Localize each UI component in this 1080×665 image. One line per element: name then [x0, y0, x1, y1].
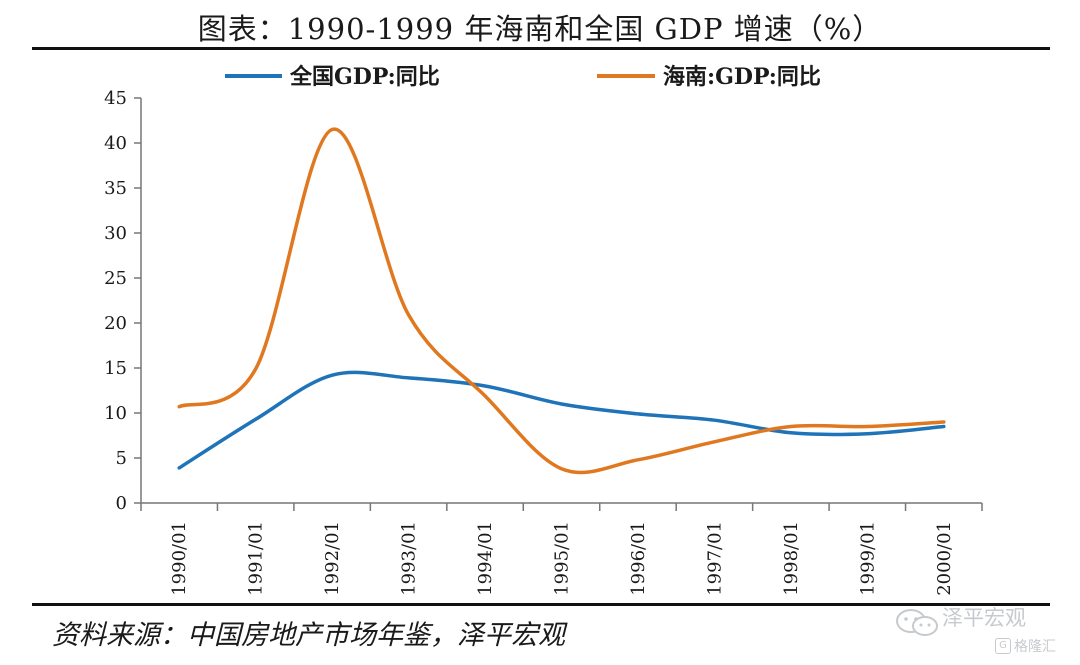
x-tick-label: 1998/01	[781, 521, 802, 596]
y-tick-label: 35	[104, 178, 127, 199]
x-tick-label: 1996/01	[628, 521, 649, 596]
source-note: 资料来源：中国房地产市场年鉴，泽平宏观	[52, 620, 565, 651]
series-line-national	[177, 370, 946, 470]
x-tick-label: 1993/01	[399, 521, 420, 596]
x-tick-label: 1991/01	[246, 521, 267, 596]
wechat-icon	[896, 609, 938, 636]
y-tick-label: 25	[104, 268, 127, 289]
series-lines	[177, 127, 946, 475]
x-tick-label: 1990/01	[169, 521, 190, 596]
title-rule	[32, 47, 1050, 50]
watermark-text: 泽平宏观	[942, 606, 1026, 630]
chart-title: 图表：1990-1999 年海南和全国 GDP 增速（%）	[197, 12, 883, 46]
y-tick-label: 40	[104, 133, 127, 154]
y-tick-label: 20	[104, 313, 127, 334]
legend-label-national: 全国GDP:同比	[289, 64, 440, 90]
watermark: 泽平宏观 G 格隆汇	[892, 602, 1062, 660]
x-tick-label: 1997/01	[704, 521, 725, 596]
x-tick-label: 1999/01	[857, 521, 878, 596]
x-tick-label: 1994/01	[475, 521, 496, 596]
y-tick-label: 10	[104, 403, 127, 424]
y-tick-label: 45	[104, 88, 127, 109]
y-tick-label: 5	[116, 448, 127, 469]
legend: 全国GDP:同比 海南:GDP:同比	[225, 64, 821, 90]
axes: 0 5 10 15 20 25 30 35 40 45 1990/01 1991/01 1992/01 1…	[104, 88, 983, 596]
series-line-hainan	[177, 127, 946, 475]
watermark-text-secondary: 格隆汇	[1014, 639, 1056, 655]
source-rule	[32, 603, 1050, 606]
x-tick-label: 1995/01	[552, 521, 573, 596]
y-tick-label: 30	[104, 223, 127, 244]
watermark-badge: G	[995, 638, 1011, 654]
y-tick-label: 0	[116, 493, 127, 514]
legend-label-hainan: 海南:GDP:同比	[663, 64, 821, 90]
x-tick-label: 2000/01	[934, 521, 955, 596]
y-tick-label: 15	[104, 358, 127, 379]
x-tick-label: 1992/01	[322, 521, 343, 596]
